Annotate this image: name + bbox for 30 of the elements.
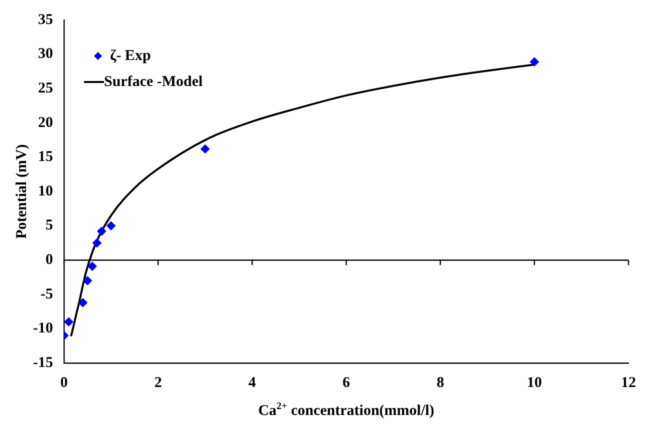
point [78,298,88,308]
x-tick-label: 2 [154,374,162,391]
point [200,144,210,154]
y-tick-label: -5 [40,286,53,302]
point [88,262,97,271]
x-tick-label: 12 [621,374,636,391]
y-tick-label: 5 [45,218,53,234]
y-axis-title: Potential (mV) [14,144,30,239]
x-tick-label: 6 [342,374,350,391]
x-tick-label: 4 [248,374,256,391]
point [530,57,539,66]
y-tick-label: 35 [38,12,53,28]
x-tick-label: 8 [436,374,444,391]
y-tick-label: 10 [38,183,53,200]
point [83,276,92,286]
y-tick-label: 0 [45,252,53,268]
point [92,238,102,248]
point [97,226,106,236]
x-tick-label: 10 [526,374,542,391]
y-tick-label: 30 [38,46,53,62]
y-tick-label: -10 [32,320,53,337]
y-tick-label: 15 [38,149,53,166]
legend-label: ζ- Exp [110,48,151,64]
y-tick-label: -15 [32,354,53,371]
point [106,221,116,230]
legend-label: Surface -Model [104,74,203,90]
y-tick-label: 25 [38,80,53,96]
x-tick-label: 0 [60,374,68,391]
point [64,317,74,326]
y-tick-label: 20 [38,114,53,131]
